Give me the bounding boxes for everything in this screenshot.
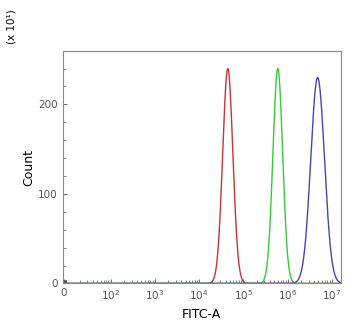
- Y-axis label: Count: Count: [22, 149, 35, 186]
- Text: (x 10¹): (x 10¹): [7, 9, 17, 44]
- X-axis label: FITC-A: FITC-A: [182, 308, 221, 321]
